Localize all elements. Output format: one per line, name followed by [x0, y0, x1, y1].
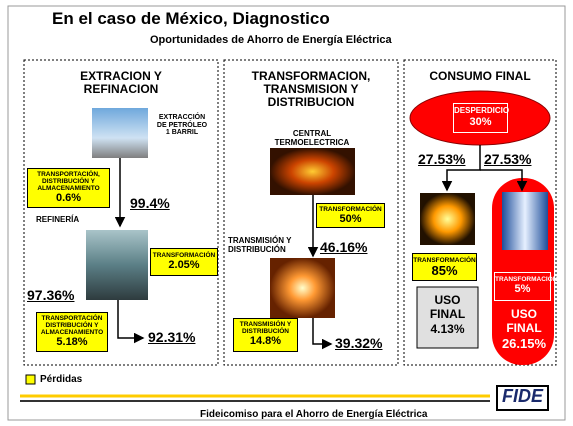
photo-incandescent — [420, 193, 475, 245]
remaining-value: 92.31% — [148, 330, 195, 345]
remaining-value: 97.36% — [27, 288, 74, 303]
arrow — [313, 318, 331, 344]
logo: FIDE — [499, 387, 546, 407]
remaining-value: 46.16% — [320, 240, 367, 255]
waste-label: DESPERDICIO — [454, 107, 507, 116]
end-use-value: 4.13% — [430, 322, 464, 336]
remaining-value: 99.4% — [130, 196, 170, 211]
loss-value: 2.05% — [151, 259, 217, 271]
slide: En el caso de México, Diagnostico Oportu… — [0, 0, 573, 426]
loss-label: TRANSMISIÓN Y DISTRIBUCIÓN — [234, 321, 297, 335]
loss-label: TRANSFORMACIÓN — [317, 206, 384, 213]
legend-swatch — [26, 375, 35, 384]
title: En el caso de México, Diagnostico — [52, 10, 330, 29]
remaining-value: 27.53% — [418, 152, 465, 167]
photo-oil-platform — [92, 108, 148, 158]
subtitle: Oportunidades de Ahorro de Energía Eléct… — [150, 34, 392, 46]
loss-label: TRANSPORTACIÓN DISTRIBUCIÓN Y ALMACENAMI… — [37, 315, 107, 336]
loss-value: 85% — [413, 264, 476, 278]
column-heading: CONSUMO FINAL — [404, 70, 556, 83]
arrow — [118, 300, 143, 338]
stage-label: TRANSMISIÓN Y DISTRIBUCIÓN — [228, 237, 291, 255]
loss-label: TRANSPORTACIÓN, DISTRIBUCIÓN Y ALMACENAM… — [28, 171, 109, 192]
remaining-value: 39.32% — [335, 336, 382, 351]
loss-value: 5.18% — [37, 336, 107, 348]
source-label: EXTRACCIÓN DE PETRÓLEO 1 BARRIL — [150, 114, 214, 137]
waste-value: 30% — [454, 116, 507, 128]
loss-value: 5% — [495, 283, 550, 295]
column-heading: TRANSFORMACION, TRANSMISION Y DISTRIBUCI… — [224, 70, 398, 110]
loss-box: TRANSPORTACIÓN DISTRIBUCIÓN Y ALMACENAMI… — [36, 312, 108, 352]
loss-label: TRANSFORMACIÓN — [151, 252, 217, 259]
photo-efficient-lamp — [502, 192, 548, 250]
photo-refinery — [86, 230, 148, 300]
legend-label: Pérdidas — [40, 374, 82, 385]
loss-value: 0.6% — [28, 192, 109, 204]
end-use-value: 26.15% — [502, 336, 546, 351]
diagram-shapes — [0, 0, 573, 426]
end-use-label: USO FINAL — [506, 307, 541, 335]
end-use-label: USO FINAL — [430, 293, 465, 321]
loss-box: TRANSPORTACIÓN, DISTRIBUCIÓN Y ALMACENAM… — [27, 168, 110, 208]
column-heading: EXTRACION Y REFINACION — [24, 70, 218, 96]
loss-value: 14.8% — [234, 335, 297, 347]
footer-text: Fideicomiso para el Ahorro de Energía El… — [200, 409, 427, 420]
photo-transmission — [270, 258, 335, 318]
source-label: CENTRAL TERMOELECTRICA — [262, 130, 362, 148]
remaining-value: 27.53% — [484, 152, 531, 167]
loss-label: TRANSFORMACIÓN — [495, 276, 550, 283]
photo-power-plant — [270, 148, 355, 195]
loss-value: 50% — [317, 213, 384, 225]
stage-label: REFINERÍA — [36, 216, 79, 225]
